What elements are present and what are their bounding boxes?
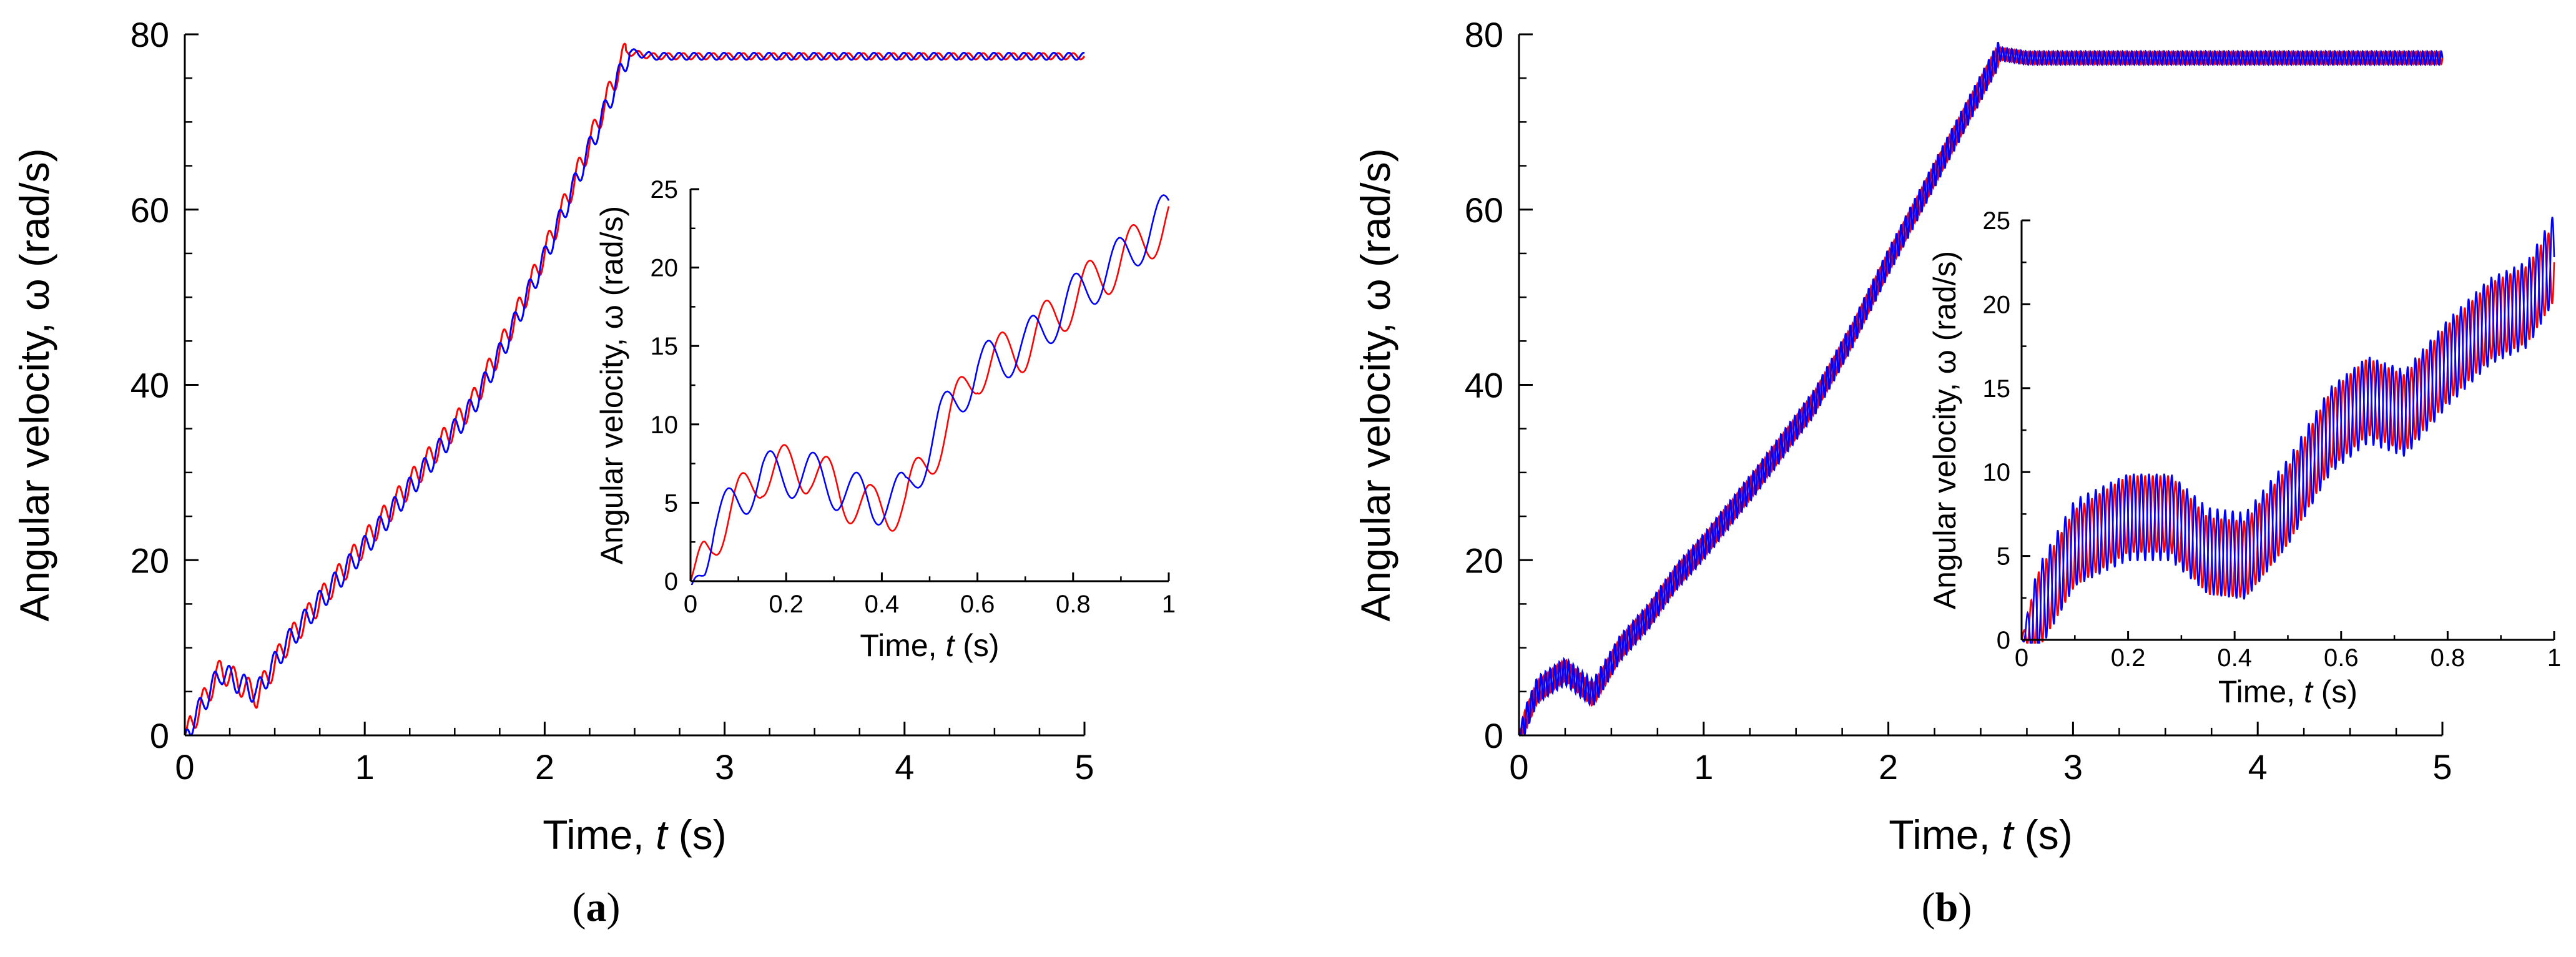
- a-inset-x-axis-label: Time, t (s): [860, 628, 999, 663]
- a-inset-y-tick-label: 20: [651, 255, 679, 282]
- a-main-x-tick-label: 4: [895, 747, 914, 787]
- a-main-x-axis-label-prefix: Time,: [543, 812, 656, 858]
- a-main-series-blue: [185, 48, 1085, 737]
- b-main-series-blue: [1519, 42, 2444, 737]
- a-main-x-tick-label: 1: [355, 747, 375, 787]
- a-main-y-axis-label: Angular velocity, ω (rad/s): [11, 148, 57, 621]
- b-main-y-tick-label: 60: [1465, 190, 1503, 230]
- a-inset-series-blue: [691, 194, 1170, 585]
- b-inset-x-tick-label: 0.2: [2111, 644, 2146, 672]
- a-main-plot: 0 1 2 3 4 5 0 20 40 60 80 Time, t (s) Angular veloci…: [11, 15, 1094, 858]
- b-main-y-tick-label: 0: [1484, 716, 1503, 755]
- b-inset-y-tick-label: 10: [1983, 459, 2011, 486]
- a-main-x-tick-label: 0: [175, 747, 194, 787]
- a-inset-x-tick-label: 0: [684, 591, 697, 618]
- b-main-y-tick-label: 80: [1465, 15, 1503, 54]
- b-inset-x-axis-label: Time, t (s): [2218, 674, 2357, 709]
- b-inset-x-tick-label: 0.4: [2217, 644, 2252, 672]
- a-main-y-tick-label: 40: [130, 366, 169, 405]
- b-inset-y-tick-label: 5: [1997, 543, 2010, 571]
- b-main-x-axis-label-var: t: [2002, 812, 2015, 858]
- a-inset-x-tick-label: 0.4: [865, 591, 900, 618]
- panel-label-a: (a): [573, 885, 621, 930]
- a-main-y-tick-label: 80: [130, 15, 169, 54]
- a-inset-x-tick-label: 0.6: [960, 591, 995, 618]
- a-inset-y-tick-label: 25: [651, 176, 679, 204]
- a-inset-y-tick-label: 10: [651, 411, 679, 439]
- a-inset-x-tick-label: 0.2: [769, 591, 804, 618]
- b-inset-x-tick-label: 0: [2015, 644, 2028, 672]
- a-inset-x-axis-label-var: t: [945, 628, 955, 663]
- a-inset-x-tick-label: 1: [1162, 591, 1176, 618]
- panel-label-letter: b: [1935, 885, 1959, 930]
- b-inset-x-axis-label-unit: (s): [2313, 674, 2357, 709]
- a-main-x-tick-label: 3: [715, 747, 734, 787]
- b-inset-x-tick-label: 1: [2547, 644, 2561, 672]
- a-main-x-tick-label: 5: [1074, 747, 1094, 787]
- b-inset-y-tick-label: 0: [1997, 627, 2010, 654]
- a-main-y-tick-label: 20: [130, 541, 169, 580]
- b-main-x-tick-label: 5: [2432, 747, 2452, 787]
- b-main-x-tick-label: 2: [1879, 747, 1898, 787]
- a-main-y-tick-label: 60: [130, 190, 169, 230]
- b-inset-y-tick-label: 20: [1983, 291, 2011, 318]
- a-inset-y-tick-label: 5: [664, 489, 678, 517]
- panel-label-open-paren: (: [1922, 885, 1935, 930]
- panel-label-letter: a: [586, 885, 607, 930]
- b-main-plot: 0 1 2 3 4 5 0 20 40 60 80 Time, t (s) Angular veloci…: [1352, 15, 2452, 858]
- b-main-x-tick-label: 4: [2248, 747, 2268, 787]
- a-main-x-axis-label-var: t: [656, 812, 669, 858]
- a-inset-y-tick-label: 0: [664, 568, 678, 596]
- b-main-y-tick-label: 20: [1465, 541, 1503, 580]
- a-inset-series-red: [691, 206, 1170, 582]
- a-inset-x-tick-label: 0.8: [1056, 591, 1091, 618]
- b-inset-x-axis-label-var: t: [2304, 674, 2314, 709]
- b-inset-y-tick-label: 15: [1983, 375, 2011, 403]
- a-main-y-tick-label: 0: [150, 716, 169, 755]
- a-main-x-axis-label: Time, t (s): [543, 812, 727, 858]
- b-main-x-tick-label: 0: [1509, 747, 1528, 787]
- panel-label-close-paren: ): [1958, 885, 1972, 930]
- b-inset-y-axis-label: Angular velocity, ω (rad/s): [1927, 251, 1962, 609]
- a-inset-background: [689, 187, 1171, 584]
- b-main-x-tick-label: 3: [2063, 747, 2083, 787]
- b-main-y-axis-label: Angular velocity, ω (rad/s): [1352, 148, 1399, 621]
- b-inset-x-tick-label: 0.6: [2324, 644, 2359, 672]
- b-main-y-tick-label: 40: [1465, 366, 1503, 405]
- panel-label-open-paren: (: [573, 885, 586, 930]
- a-main-series-red: [185, 42, 1086, 736]
- a-inset-y-axis-label: Angular velocity, ω (rad/s): [594, 206, 629, 564]
- b-main-x-axis-label-prefix: Time,: [1889, 812, 2002, 858]
- b-inset-background: [2020, 218, 2557, 642]
- b-inset-x-axis-label-prefix: Time,: [2218, 674, 2304, 709]
- panel-label-close-paren: ): [607, 885, 621, 930]
- b-inset-x-tick-label: 0.8: [2431, 644, 2465, 672]
- a-main-x-tick-label: 2: [535, 747, 554, 787]
- b-main-x-tick-label: 1: [1694, 747, 1713, 787]
- a-main-x-axis-label-unit: (s): [667, 812, 726, 858]
- b-inset-series-blue: [2022, 217, 2555, 644]
- b-inset-y-tick-label: 25: [1983, 207, 2011, 235]
- panel-label-b: (b): [1922, 885, 1972, 930]
- a-inset-y-tick-label: 15: [651, 333, 679, 360]
- a-inset-x-axis-label-prefix: Time,: [860, 628, 945, 663]
- b-main-x-axis-label-unit: (s): [2013, 812, 2072, 858]
- a-inset-x-axis-label-unit: (s): [954, 628, 999, 663]
- b-main-x-axis-label: Time, t (s): [1889, 812, 2073, 858]
